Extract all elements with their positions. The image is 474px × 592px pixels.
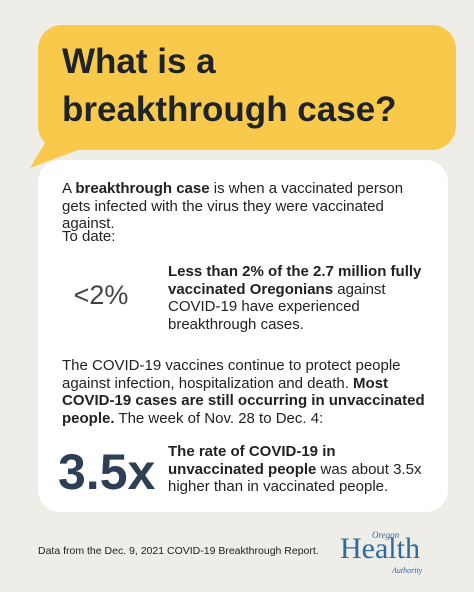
- text: The COVID-19 vaccines continue to protec…: [62, 357, 401, 392]
- text: is when a vaccinated person gets infecte…: [62, 180, 404, 232]
- title: What is a breakthrough case?: [62, 42, 397, 129]
- stat-figure: <2%: [73, 280, 129, 310]
- text: was about 3.5x higher than in vaccinated…: [168, 460, 422, 496]
- stat-text: The rate of COVID-19 in unvaccinated peo…: [168, 443, 430, 496]
- logo-main: Health: [340, 532, 420, 565]
- bold-text: The rate of COVID-19 in unvaccinated peo…: [168, 443, 336, 478]
- logo-top: Oregon: [372, 530, 400, 540]
- text: against COVID-19 have experienced breakt…: [168, 280, 386, 333]
- to-date: To date:: [62, 228, 116, 245]
- card: [38, 160, 448, 512]
- bold-text: Most COVID-19 cases are still occurring …: [62, 374, 425, 427]
- stat-figure: 3.5x: [58, 444, 156, 500]
- text: A: [62, 180, 72, 197]
- title-bubble: [38, 25, 456, 150]
- logo-bottom: Authority: [392, 566, 423, 575]
- text: The week of Nov. 28 to Dec. 4:: [118, 409, 324, 427]
- paragraph: The COVID-19 vaccines continue to protec…: [62, 357, 432, 427]
- bold-text: breakthrough case: [75, 180, 210, 197]
- footer: Data from the Dec. 9, 2021 COVID-19 Brea…: [38, 545, 319, 557]
- definition: A breakthrough case is when a vaccinated…: [62, 180, 432, 233]
- bold-text: Less than 2% of the 2.7 million fully va…: [168, 263, 422, 298]
- stat-text: Less than 2% of the 2.7 million fully va…: [168, 263, 430, 333]
